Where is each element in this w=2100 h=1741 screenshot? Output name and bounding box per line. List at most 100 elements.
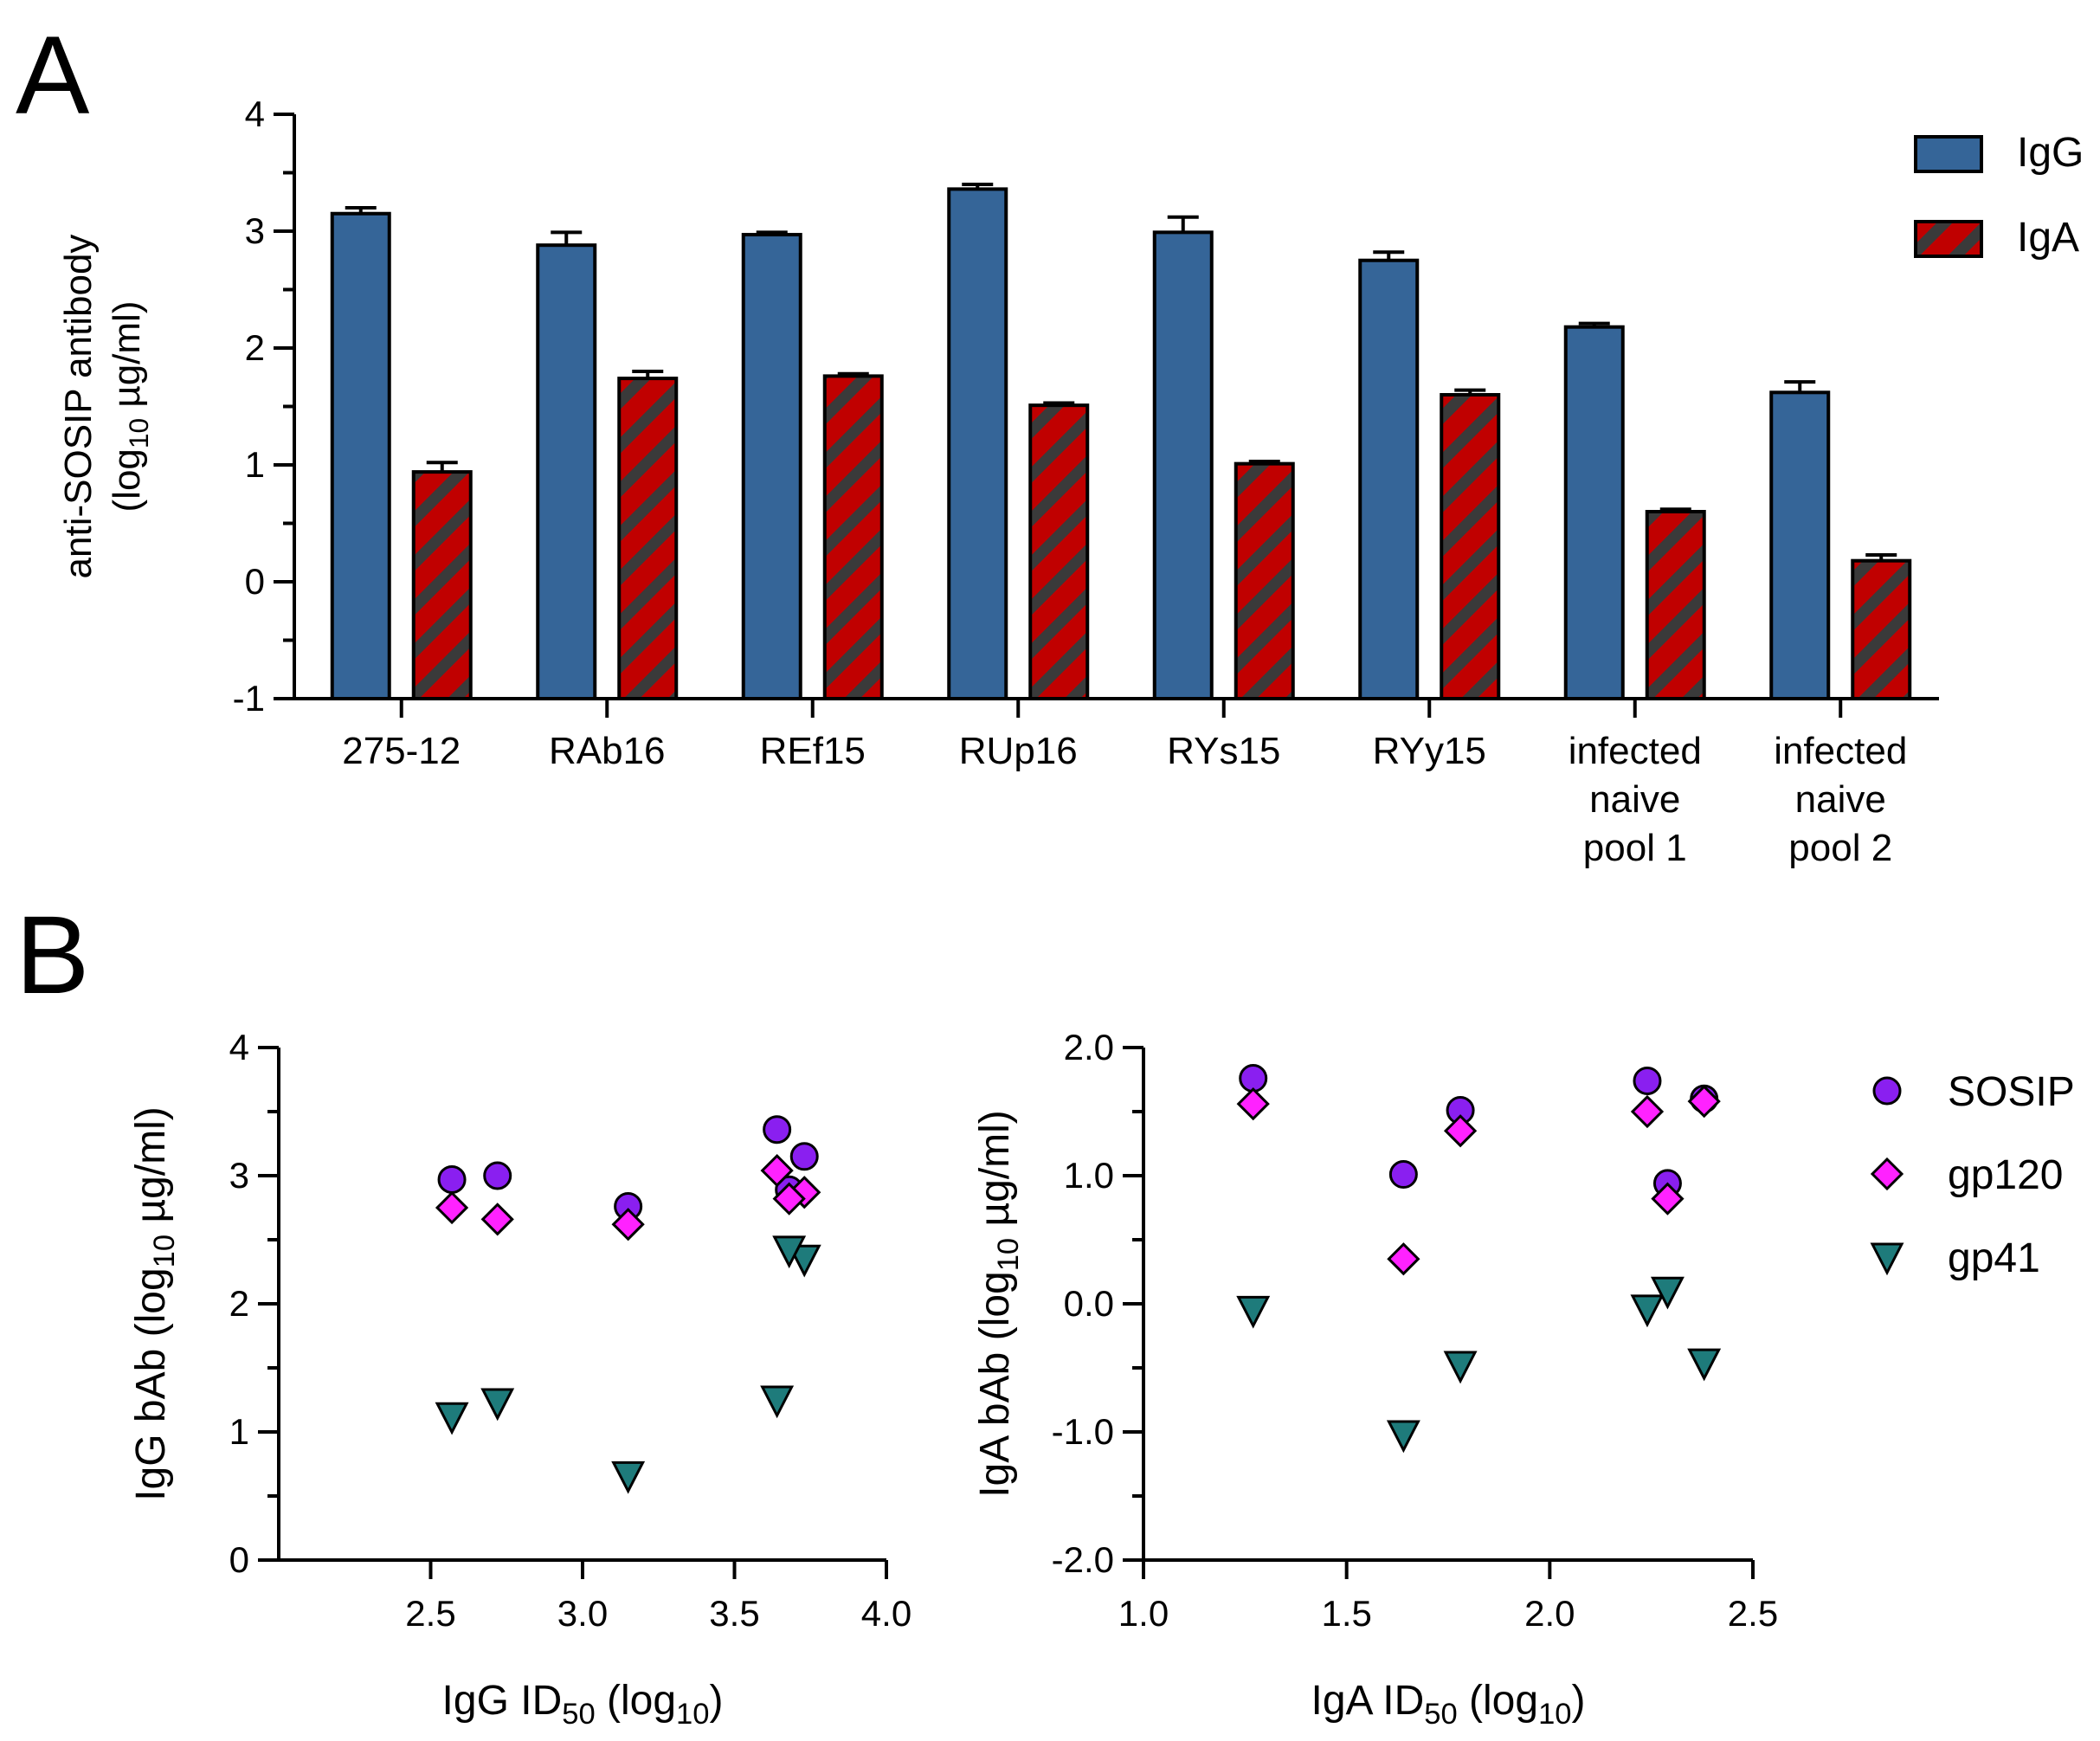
y-tick-label: -2.0 xyxy=(1052,1539,1114,1580)
legend-marker-gp120 xyxy=(1870,1157,1904,1191)
x-tick-label: naive xyxy=(1589,778,1680,821)
panel-label-a: A xyxy=(16,14,90,138)
y-tick-label: 3 xyxy=(229,1155,249,1196)
point-gp120 xyxy=(480,1203,514,1236)
y-tick-label: 4 xyxy=(245,93,265,134)
point-gp120 xyxy=(1387,1242,1420,1276)
bar-igg xyxy=(1563,325,1625,700)
point-gp41 xyxy=(760,1385,795,1419)
y-tick-label: 2 xyxy=(229,1283,249,1324)
bar-igg xyxy=(1358,258,1420,700)
legend-swatch-igg xyxy=(1914,135,1983,173)
point-gp41 xyxy=(435,1402,469,1435)
panel-label-b: B xyxy=(16,893,90,1017)
bar-iga xyxy=(1851,558,1912,701)
x-tick-label: 2.5 xyxy=(405,1593,455,1634)
point-gp41 xyxy=(1650,1276,1685,1310)
bar-chart-antibody: -1 0 1 2 3 4 anti-SOSIP antibody (log10 µg/ml) 2… xyxy=(57,93,2084,869)
point-gp120 xyxy=(435,1190,469,1225)
x-tick-label: pool 1 xyxy=(1583,827,1687,869)
y-tick-label: 1 xyxy=(229,1411,249,1452)
scatter-chart-iga: -2.0 -1.0 0.0 1.0 2.0 1.0 1.5 2.0 2.5 IgA ID50 (l… xyxy=(972,1027,2075,1731)
x-tick-label: 4.0 xyxy=(861,1593,912,1634)
legend-label-iga: IgA xyxy=(2017,215,2079,261)
bar-igg xyxy=(947,187,1008,700)
legend-marker-sosip xyxy=(1872,1076,1902,1106)
y-axis-label-line1: anti-SOSIP antibody xyxy=(57,235,100,579)
scatter-chart-igg: 0 1 2 3 4 2.5 3.0 3.5 4.0 IgG ID50 (log10) IgG bAb… xyxy=(128,1027,912,1731)
point-sosip xyxy=(483,1161,512,1190)
y-axis-label: IgA bAb (log10 µg/ml) xyxy=(972,1110,1025,1498)
bar-igg xyxy=(330,211,391,700)
bar-iga xyxy=(411,470,473,700)
point-gp120 xyxy=(1651,1182,1685,1215)
point-sosip xyxy=(763,1115,792,1145)
y-tick-label: 2.0 xyxy=(1064,1027,1114,1067)
point-gp41 xyxy=(611,1461,646,1494)
x-axis-label: IgG ID50 (log10) xyxy=(442,1678,724,1731)
bar-igg xyxy=(741,233,802,700)
x-axis-label: IgA ID50 (log10) xyxy=(1311,1678,1586,1731)
point-gp120 xyxy=(1630,1094,1665,1129)
y-tick-label: -1 xyxy=(233,678,265,719)
x-tick-label: 2.0 xyxy=(1524,1593,1575,1634)
point-gp120 xyxy=(772,1182,806,1215)
bar-iga xyxy=(1028,403,1090,700)
point-sosip xyxy=(789,1142,819,1171)
y-tick-label: -1.0 xyxy=(1052,1411,1114,1452)
point-gp41 xyxy=(772,1235,807,1269)
y-tick-label: 2 xyxy=(245,327,265,368)
point-gp41 xyxy=(1386,1420,1420,1454)
bar-iga xyxy=(1234,461,1295,701)
point-gp41 xyxy=(1443,1351,1478,1384)
y-axis-label: anti-SOSIP antibody (log10 µg/ml) xyxy=(57,235,154,579)
point-gp120 xyxy=(1236,1087,1270,1121)
x-tick-label: RYs15 xyxy=(1167,730,1280,772)
y-axis-label-group: IgA bAb (log10 µg/ml) xyxy=(972,1110,1025,1498)
y-tick-label: 0.0 xyxy=(1064,1283,1114,1324)
y-tick-label: 0 xyxy=(245,561,265,602)
bar-iga xyxy=(617,377,679,700)
bar-iga xyxy=(1645,510,1706,700)
x-tick-label: RAb16 xyxy=(549,730,666,772)
y-axis-label-line2: (log10 µg/ml) xyxy=(106,301,154,513)
x-tick-label: 1.0 xyxy=(1118,1593,1169,1634)
x-tick-label: 2.5 xyxy=(1728,1593,1778,1634)
y-axis-label: IgG bAb (log10 µg/ml) xyxy=(128,1106,181,1501)
legend-swatch-iga xyxy=(1914,220,1983,258)
point-gp120 xyxy=(1687,1085,1721,1119)
x-tick-label: infected xyxy=(1774,730,1907,772)
point-gp120 xyxy=(611,1208,645,1241)
point-sosip xyxy=(1633,1066,1662,1095)
y-tick-label: 1 xyxy=(245,444,265,485)
legend-label-igg: IgG xyxy=(2017,130,2084,176)
point-sosip xyxy=(437,1164,467,1194)
x-tick-label: RYy15 xyxy=(1373,730,1486,772)
legend-label-gp41: gp41 xyxy=(1948,1235,2040,1281)
point-sosip xyxy=(1388,1160,1418,1190)
x-tick-label: infected xyxy=(1569,730,1702,772)
x-tick-label: pool 2 xyxy=(1788,827,1892,869)
x-tick-label: 3.5 xyxy=(709,1593,759,1634)
y-tick-label: 4 xyxy=(229,1027,249,1067)
x-tick-label: 1.5 xyxy=(1321,1593,1371,1634)
bar-igg xyxy=(1769,390,1831,700)
x-tick-label: 3.0 xyxy=(557,1593,608,1634)
point-gp41 xyxy=(1236,1295,1271,1329)
point-gp41 xyxy=(1630,1294,1665,1328)
legend-marker-gp41 xyxy=(1870,1242,1904,1276)
legend-label-sosip: SOSIP xyxy=(1948,1069,2075,1115)
point-gp120 xyxy=(760,1153,794,1188)
point-gp41 xyxy=(1687,1348,1722,1382)
bar-igg xyxy=(536,243,597,700)
point-gp120 xyxy=(1443,1114,1478,1148)
y-tick-label: 3 xyxy=(245,210,265,251)
legend-label-gp120: gp120 xyxy=(1948,1152,2063,1198)
x-tick-label: REf15 xyxy=(760,730,866,772)
bar-iga xyxy=(1440,393,1501,700)
bar-iga xyxy=(822,374,884,700)
x-tick-label: 275-12 xyxy=(342,730,461,772)
bar-igg xyxy=(1152,230,1214,701)
y-axis-label-group: IgG bAb (log10 µg/ml) xyxy=(128,1106,181,1501)
